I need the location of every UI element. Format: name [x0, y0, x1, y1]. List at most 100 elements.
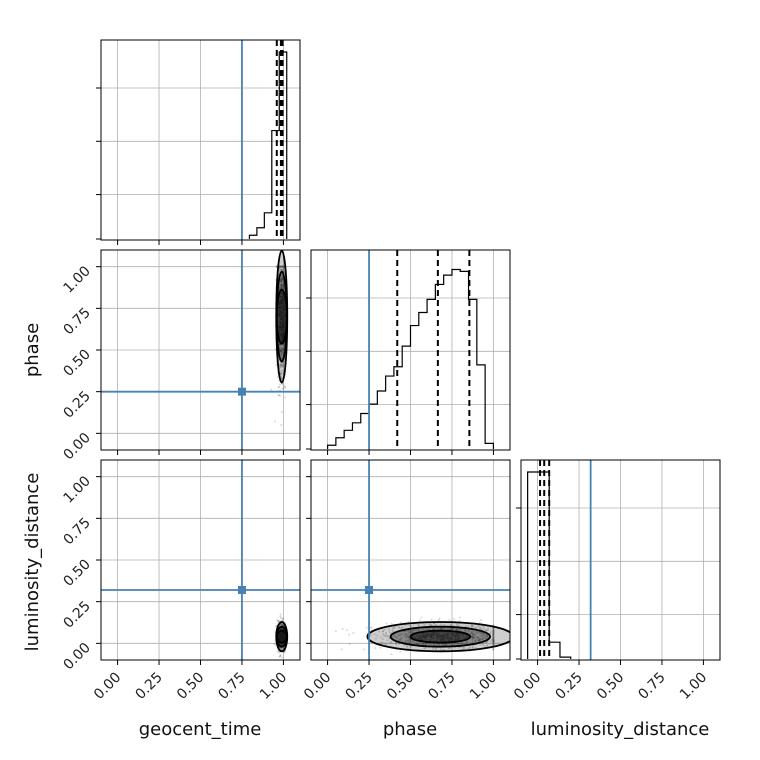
scatter-point: [481, 635, 484, 638]
scatter-point: [279, 329, 282, 332]
scatter-point: [281, 298, 284, 301]
scatter-point: [408, 638, 411, 641]
scatter-point: [481, 643, 484, 646]
scatter-point: [405, 632, 408, 635]
scatter-point: [281, 635, 284, 638]
scatter-point: [473, 635, 476, 638]
scatter-point: [282, 304, 285, 307]
scatter-point: [420, 636, 423, 639]
scatter-point: [282, 313, 285, 316]
scatter-point: [281, 292, 284, 295]
scatter-point: [280, 364, 283, 367]
scatter-point: [478, 640, 481, 643]
scatter-point: [279, 372, 282, 375]
scatter-point: [441, 627, 444, 630]
scatter-point: [279, 302, 282, 305]
scatter-point: [456, 633, 459, 636]
scatter-point: [281, 635, 284, 638]
scatter-point: [282, 635, 285, 638]
scatter-point: [279, 283, 282, 286]
scatter-point: [460, 642, 463, 645]
scatter-point: [280, 632, 283, 635]
scatter-point: [279, 265, 282, 268]
scatter-point: [392, 627, 395, 630]
scatter-point: [279, 635, 282, 638]
scatter-point: [281, 285, 284, 288]
scatter-point: [481, 634, 484, 637]
scatter-point: [432, 632, 435, 635]
scatter-point: [417, 623, 420, 626]
scatter-point: [443, 637, 446, 640]
scatter-point: [471, 635, 474, 638]
scatter-point: [281, 329, 284, 332]
scatter-point: [277, 636, 280, 639]
scatter-point: [281, 357, 284, 360]
scatter-point: [282, 637, 285, 640]
scatter-point: [281, 337, 284, 340]
scatter-point: [453, 634, 456, 637]
scatter-point: [282, 634, 285, 637]
scatter-point: [278, 636, 281, 639]
scatter-point: [281, 635, 284, 638]
scatter-point: [476, 632, 479, 635]
scatter-point: [365, 626, 368, 629]
scatter-point: [281, 325, 284, 328]
scatter-point: [279, 298, 282, 301]
scatter-point: [280, 640, 283, 643]
scatter-point: [277, 636, 280, 639]
scatter-point: [281, 317, 284, 320]
scatter-point: [456, 628, 459, 631]
scatter-point: [281, 638, 284, 641]
scatter-point: [417, 637, 420, 640]
scatter-point: [439, 623, 442, 626]
y-tick-label: 0.00: [60, 640, 93, 673]
scatter-point: [283, 324, 286, 327]
scatter-point: [492, 632, 495, 635]
scatter-point: [282, 265, 285, 268]
scatter-point: [411, 629, 414, 632]
scatter-point: [464, 629, 467, 632]
scatter-point: [280, 639, 283, 642]
scatter-point: [281, 301, 284, 304]
scatter-point: [283, 635, 286, 638]
scatter-point: [283, 636, 286, 639]
scatter-point: [492, 642, 495, 645]
scatter-point: [281, 365, 284, 368]
scatter-point: [277, 394, 280, 397]
scatter-point: [281, 278, 284, 281]
scatter-point: [280, 627, 283, 630]
scatter-point: [394, 635, 397, 638]
scatter-point: [474, 626, 477, 629]
scatter-point: [463, 637, 466, 640]
scatter-point: [282, 312, 285, 315]
scatter-point: [281, 637, 284, 640]
scatter-point: [284, 634, 287, 637]
scatter-point: [428, 623, 431, 626]
scatter-point: [280, 286, 283, 289]
scatter-point: [278, 638, 281, 641]
scatter-point: [278, 332, 281, 335]
scatter-point: [280, 348, 283, 351]
scatter-point: [458, 628, 461, 631]
scatter-point: [280, 637, 283, 640]
y-tick-label: 0.50: [60, 347, 93, 380]
scatter-point: [281, 311, 284, 314]
scatter-point: [282, 326, 285, 329]
scatter-point: [281, 303, 284, 306]
scatter-point: [418, 636, 421, 639]
scatter-point: [280, 632, 283, 635]
scatter-point: [280, 634, 283, 637]
scatter-point: [485, 636, 488, 639]
scatter-point: [418, 619, 421, 622]
scatter-point: [280, 326, 283, 329]
xlabel-phase: phase: [383, 719, 437, 740]
scatter-point: [439, 648, 442, 651]
scatter-point: [456, 632, 459, 635]
scatter-point: [448, 639, 451, 642]
scatter-point: [279, 362, 282, 365]
scatter-point: [280, 311, 283, 314]
scatter-point: [278, 633, 281, 636]
scatter-point: [424, 635, 427, 638]
scatter-point: [277, 320, 280, 323]
scatter-point: [374, 637, 377, 640]
